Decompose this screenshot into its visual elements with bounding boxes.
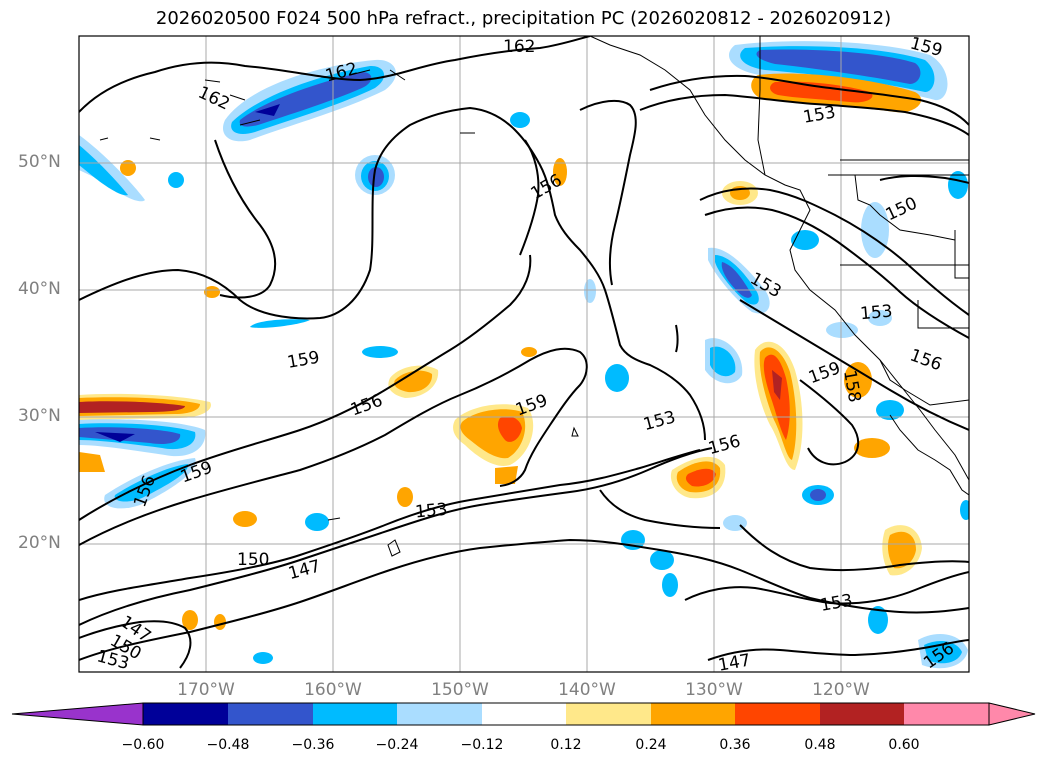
lon-label: 170°W: [177, 680, 235, 700]
colorbar-tick-label: −0.36: [291, 737, 335, 753]
colorbar-bin: [566, 703, 651, 725]
colorbar-tick-label: −0.12: [460, 737, 504, 753]
lon-label: 150°W: [431, 680, 489, 700]
colorbar-tick-label: −0.48: [206, 737, 250, 753]
colorbar-tick-label: 0.36: [719, 737, 751, 753]
lat-label: 30°N: [18, 406, 61, 426]
colorbar-tick-label: −0.24: [375, 737, 419, 753]
colorbar-tick-label: 0.24: [635, 737, 667, 753]
map-title: 2026020500 F024 500 hPa refract., precip…: [155, 8, 892, 29]
contour-label: 153: [802, 102, 837, 127]
contour-label: 159: [513, 391, 550, 421]
colorbar-bin: [904, 703, 989, 725]
contour-label: 158: [839, 369, 864, 404]
lat-label: 50°N: [18, 152, 61, 172]
colorbar-tick-label: 0.12: [550, 737, 582, 753]
contour-label: 153: [819, 591, 854, 616]
refractivity-contours: [79, 36, 969, 669]
precipitation-shading: [79, 41, 969, 669]
colorbar-bin: [313, 703, 397, 725]
contour-label: 156: [348, 391, 385, 421]
colorbar-tick-label: −0.60: [121, 737, 165, 753]
contour-label: 150: [237, 550, 269, 570]
colorbar-tick-label: 0.48: [804, 737, 836, 753]
colorbar-bin: [482, 703, 566, 725]
contour-label: 153: [641, 407, 678, 435]
colorbar-bin: [143, 703, 228, 725]
plot-frame: [78, 35, 970, 673]
contour-label: 162: [195, 83, 233, 115]
colorbar-extend-max: [988, 702, 1036, 726]
lon-label: 160°W: [304, 680, 362, 700]
contour-label: 153: [414, 500, 448, 523]
colorbar-extend-min: [11, 702, 144, 726]
lat-label: 20°N: [18, 533, 61, 553]
lat-label: 40°N: [18, 279, 61, 299]
colorbar-tick-label: 0.60: [888, 737, 920, 753]
coastlines: [99, 36, 969, 557]
colorbar-bin: [735, 703, 820, 725]
contour-label: 156: [706, 431, 743, 459]
contour-label: 147: [286, 556, 323, 584]
lon-label: 130°W: [685, 680, 743, 700]
colorbar-bin: [651, 703, 735, 725]
contour-label: 156: [907, 345, 944, 375]
colorbar-bin: [228, 703, 313, 725]
contour-label: 159: [806, 358, 843, 388]
colorbar-bin: [397, 703, 482, 725]
contour-label: 159: [286, 348, 321, 373]
lon-label: 120°W: [812, 680, 870, 700]
contour-label: 153: [859, 302, 893, 325]
lon-label: 140°W: [558, 680, 616, 700]
colorbar: [11, 702, 1036, 726]
contour-label: 162: [503, 37, 535, 57]
colorbar-bin: [820, 703, 904, 725]
graticule: [79, 36, 969, 672]
contour-label: 150: [883, 193, 921, 225]
